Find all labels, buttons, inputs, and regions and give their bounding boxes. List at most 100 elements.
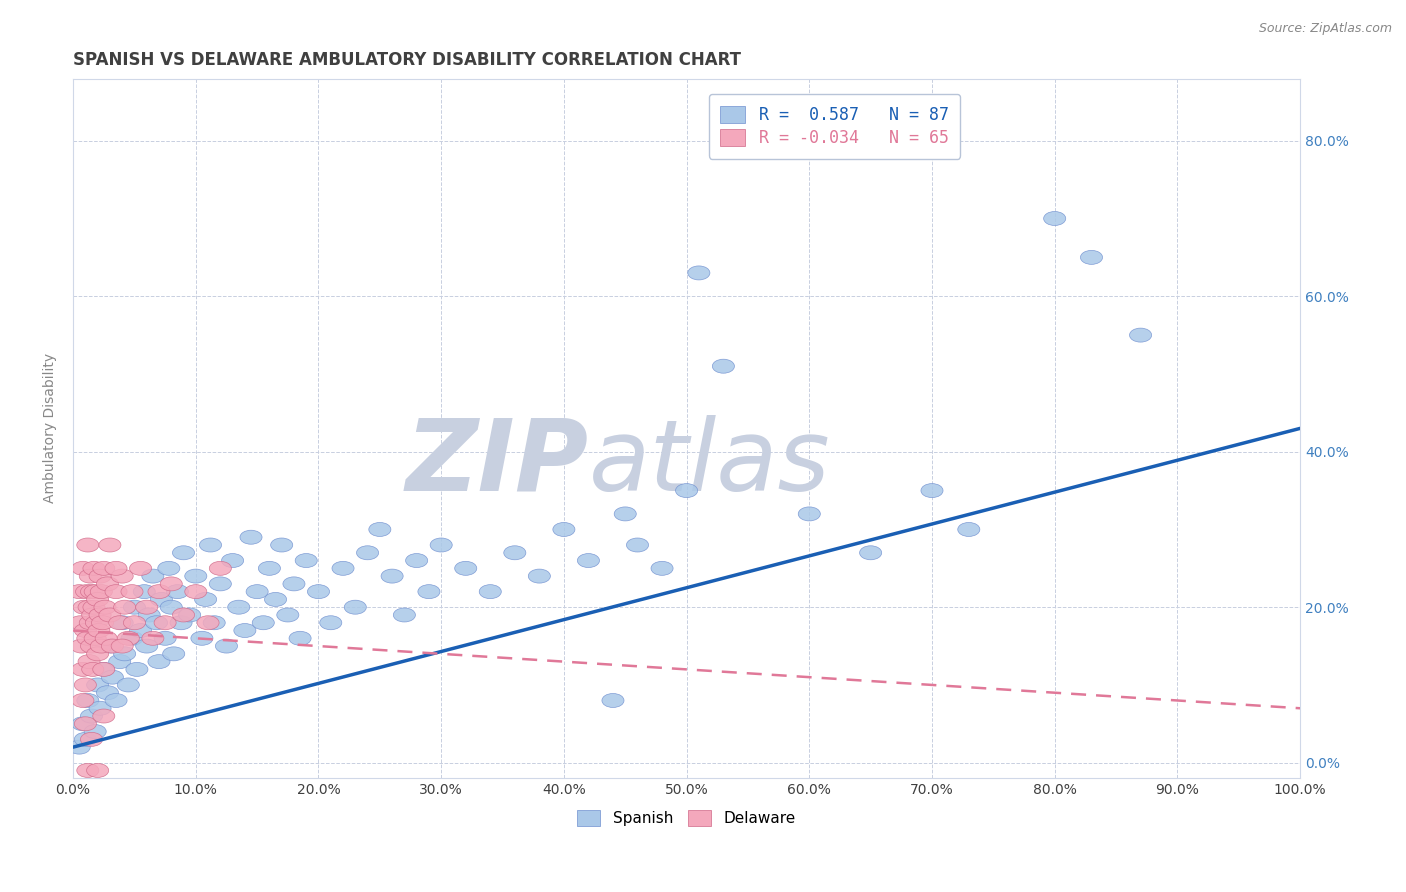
Ellipse shape (105, 693, 127, 707)
Ellipse shape (108, 615, 131, 630)
Ellipse shape (503, 546, 526, 560)
Text: atlas: atlas (589, 415, 830, 512)
Ellipse shape (86, 615, 107, 630)
Ellipse shape (259, 561, 280, 575)
Ellipse shape (77, 600, 100, 615)
Ellipse shape (124, 615, 145, 630)
Ellipse shape (1129, 328, 1152, 343)
Ellipse shape (96, 632, 117, 645)
Ellipse shape (332, 561, 354, 575)
Y-axis label: Ambulatory Disability: Ambulatory Disability (44, 353, 58, 503)
Ellipse shape (627, 538, 648, 552)
Ellipse shape (117, 678, 139, 692)
Ellipse shape (368, 523, 391, 536)
Ellipse shape (72, 693, 94, 707)
Ellipse shape (233, 624, 256, 638)
Ellipse shape (173, 546, 194, 560)
Ellipse shape (83, 561, 105, 575)
Ellipse shape (246, 584, 269, 599)
Ellipse shape (184, 569, 207, 583)
Ellipse shape (418, 584, 440, 599)
Ellipse shape (957, 523, 980, 536)
Ellipse shape (77, 764, 98, 778)
Ellipse shape (75, 732, 97, 747)
Ellipse shape (157, 561, 180, 575)
Ellipse shape (602, 693, 624, 707)
Ellipse shape (93, 709, 115, 723)
Ellipse shape (295, 554, 318, 567)
Ellipse shape (82, 663, 104, 676)
Ellipse shape (529, 569, 550, 583)
Ellipse shape (184, 584, 207, 599)
Ellipse shape (166, 584, 188, 599)
Ellipse shape (160, 600, 183, 615)
Ellipse shape (170, 615, 193, 630)
Ellipse shape (454, 561, 477, 575)
Ellipse shape (675, 483, 697, 498)
Ellipse shape (160, 577, 183, 591)
Ellipse shape (222, 554, 243, 567)
Ellipse shape (129, 624, 152, 638)
Ellipse shape (89, 569, 111, 583)
Ellipse shape (290, 632, 311, 645)
Ellipse shape (101, 670, 124, 684)
Ellipse shape (93, 663, 115, 676)
Ellipse shape (197, 615, 219, 630)
Ellipse shape (142, 569, 165, 583)
Ellipse shape (578, 554, 599, 567)
Ellipse shape (87, 647, 108, 661)
Ellipse shape (101, 639, 124, 653)
Ellipse shape (73, 600, 96, 615)
Ellipse shape (209, 561, 232, 575)
Ellipse shape (283, 577, 305, 591)
Ellipse shape (94, 600, 117, 615)
Ellipse shape (252, 615, 274, 630)
Ellipse shape (191, 632, 212, 645)
Ellipse shape (215, 639, 238, 653)
Ellipse shape (93, 663, 115, 676)
Ellipse shape (111, 639, 134, 653)
Ellipse shape (111, 569, 134, 583)
Ellipse shape (80, 709, 103, 723)
Ellipse shape (87, 592, 108, 607)
Ellipse shape (264, 592, 287, 607)
Ellipse shape (105, 584, 127, 599)
Ellipse shape (173, 608, 194, 622)
Ellipse shape (129, 561, 152, 575)
Ellipse shape (97, 686, 118, 699)
Ellipse shape (614, 507, 637, 521)
Ellipse shape (799, 507, 820, 521)
Text: ZIP: ZIP (405, 415, 589, 512)
Ellipse shape (277, 608, 299, 622)
Text: Source: ZipAtlas.com: Source: ZipAtlas.com (1258, 22, 1392, 36)
Ellipse shape (394, 608, 415, 622)
Ellipse shape (148, 655, 170, 669)
Ellipse shape (108, 655, 131, 669)
Ellipse shape (344, 600, 367, 615)
Ellipse shape (80, 584, 103, 599)
Ellipse shape (77, 538, 98, 552)
Ellipse shape (688, 266, 710, 280)
Ellipse shape (148, 584, 170, 599)
Ellipse shape (90, 639, 112, 653)
Legend: Spanish, Delaware: Spanish, Delaware (569, 802, 803, 833)
Ellipse shape (91, 615, 114, 630)
Ellipse shape (75, 678, 97, 692)
Ellipse shape (194, 592, 217, 607)
Ellipse shape (77, 693, 98, 707)
Ellipse shape (228, 600, 250, 615)
Ellipse shape (87, 678, 108, 692)
Ellipse shape (89, 701, 111, 715)
Ellipse shape (69, 615, 91, 630)
Ellipse shape (84, 632, 107, 645)
Ellipse shape (1043, 211, 1066, 226)
Ellipse shape (308, 584, 329, 599)
Ellipse shape (72, 717, 94, 731)
Ellipse shape (98, 608, 121, 622)
Ellipse shape (135, 600, 157, 615)
Ellipse shape (240, 530, 262, 544)
Ellipse shape (921, 483, 943, 498)
Ellipse shape (67, 584, 90, 599)
Ellipse shape (319, 615, 342, 630)
Ellipse shape (270, 538, 292, 552)
